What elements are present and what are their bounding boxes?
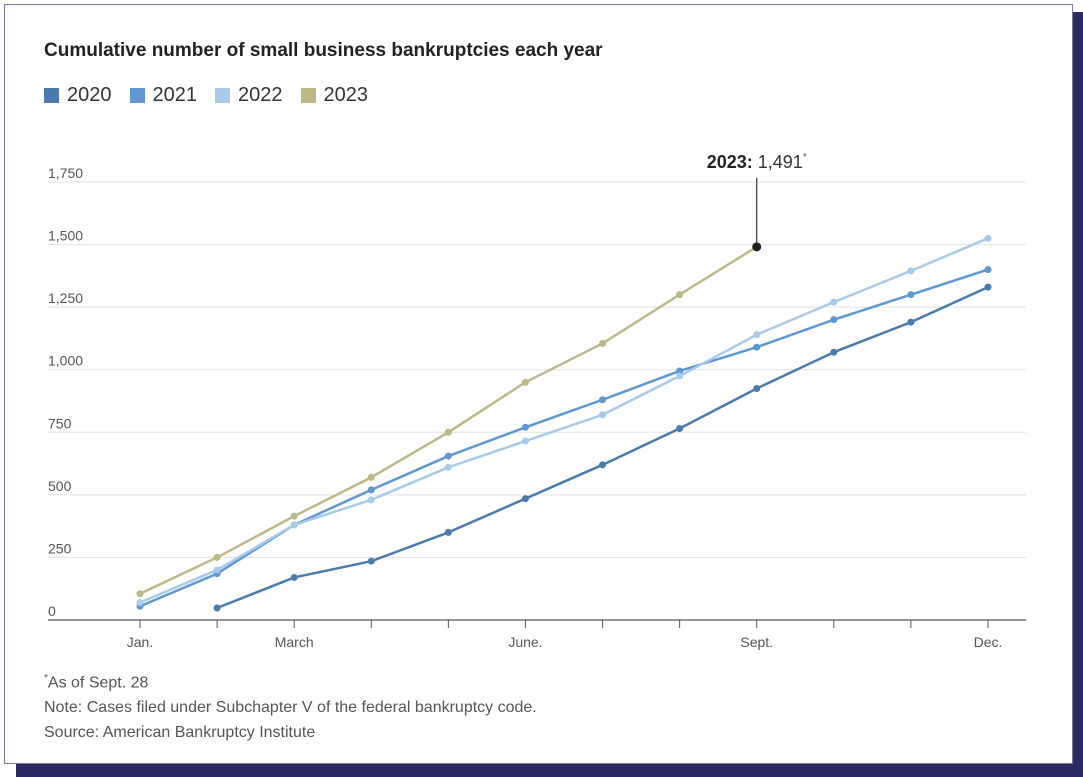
chart-source: Source: American Bankruptcy Institute	[44, 724, 316, 742]
data-point-2022-12	[984, 234, 992, 242]
y-tick-label-1750: 1,750	[48, 165, 83, 181]
data-point-2020-5	[444, 528, 452, 536]
data-point-2023-5	[444, 428, 452, 436]
legend-item-2022: 2022	[215, 84, 283, 107]
x-tick-label-june: June.	[508, 634, 542, 650]
x-tick-label-dec: Dec.	[974, 634, 1003, 650]
data-point-2023-3	[290, 512, 298, 520]
y-tick-label-0: 0	[48, 603, 56, 619]
data-point-2022-5	[444, 463, 452, 471]
data-point-2022-10	[830, 298, 838, 306]
x-tick-label-march: March	[275, 634, 314, 650]
legend-label-2021: 2021	[152, 84, 198, 106]
data-point-2022-8	[676, 372, 684, 380]
data-point-2022-2	[213, 566, 221, 574]
data-point-2021-4	[367, 486, 375, 494]
data-point-2022-9	[753, 331, 761, 339]
data-point-2021-5	[444, 452, 452, 460]
data-point-2020-3	[290, 573, 298, 581]
legend-item-2021: 2021	[129, 84, 198, 107]
data-point-2020-6	[521, 495, 529, 503]
series-line-2022	[139, 237, 989, 604]
data-point-2020-10	[830, 348, 838, 356]
data-point-2021-10	[830, 316, 838, 324]
data-point-2023-7	[599, 339, 607, 347]
y-tick-label-500: 500	[48, 478, 72, 494]
data-point-2021-7	[599, 396, 607, 404]
data-point-2020-7	[599, 461, 607, 469]
legend-label-2023: 2023	[323, 84, 369, 106]
data-point-2020-12	[984, 283, 992, 291]
data-point-2022-7	[599, 411, 607, 419]
annotation-label: 2023: 1,491*	[707, 152, 807, 172]
y-tick-label-1250: 1,250	[48, 290, 83, 306]
y-tick-label-1000: 1,000	[48, 353, 83, 369]
series-line-2020	[216, 285, 989, 610]
chart-note: Note: Cases filed under Subchapter V of …	[44, 699, 537, 717]
data-point-2020-8	[676, 425, 684, 433]
data-point-2023-6	[521, 378, 529, 386]
legend-swatch-2020	[44, 88, 59, 103]
annotation-year: 2023:	[707, 152, 753, 172]
data-point-2020-2	[213, 604, 221, 612]
annotation-value: 1,491	[753, 152, 803, 172]
data-point-2023-4	[367, 473, 375, 481]
legend-swatch-2023	[300, 88, 316, 103]
data-point-2020-11	[907, 318, 915, 326]
legend-item-2020: 2020	[44, 84, 112, 107]
y-tick-label-250: 250	[48, 540, 72, 556]
footnote: *As of Sept. 28	[44, 666, 537, 695]
data-point-2021-12	[984, 266, 992, 274]
chart-card	[4, 4, 1073, 764]
data-point-2022-11	[907, 267, 915, 275]
annotation-footnote-marker: *	[803, 152, 807, 163]
x-tick-label-jan: Jan.	[127, 634, 153, 650]
legend-swatch-2022	[215, 88, 230, 103]
annotation-point	[752, 242, 762, 252]
x-tick-label-sept: Sept.	[740, 634, 773, 650]
series-line-2023	[139, 245, 758, 595]
data-point-2021-6	[521, 423, 529, 431]
legend-swatch-2021	[129, 88, 145, 103]
legend: 2020 2021 2022 2023	[44, 84, 368, 107]
data-point-2020-4	[367, 557, 375, 565]
data-point-2022-6	[521, 437, 529, 445]
series-line-2021	[139, 268, 989, 608]
data-point-2022-4	[367, 496, 375, 504]
legend-label-2020: 2020	[67, 84, 112, 106]
data-point-2023-2	[213, 553, 221, 561]
data-point-2022-3	[290, 521, 298, 529]
data-point-2021-9	[753, 343, 761, 351]
data-point-2021-11	[907, 291, 915, 299]
data-point-2020-9	[753, 384, 761, 392]
legend-item-2023: 2023	[300, 84, 369, 107]
data-point-2023-1	[136, 590, 144, 598]
data-point-2022-1	[136, 598, 144, 606]
y-tick-label-750: 750	[48, 415, 72, 431]
footnote-text: As of Sept. 28	[47, 674, 149, 692]
data-point-2023-8	[676, 291, 684, 299]
chart-footer: *As of Sept. 28 Note: Cases filed under …	[44, 666, 537, 745]
footnote-marker: *	[44, 673, 48, 684]
data-point-2021-8	[676, 367, 684, 375]
y-tick-label-1500: 1,500	[48, 228, 83, 244]
legend-label-2022: 2022	[238, 84, 283, 106]
chart-title: Cumulative number of small business bank…	[44, 40, 603, 61]
